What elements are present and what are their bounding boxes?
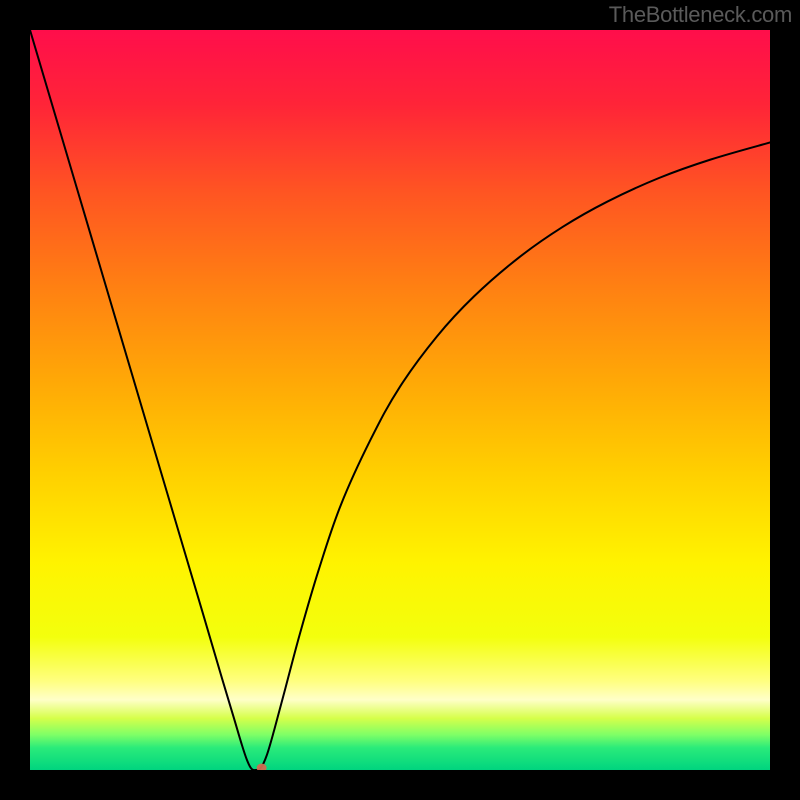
watermark-text: TheBottleneck.com <box>609 2 792 28</box>
chart-background <box>30 30 770 770</box>
chart-container: TheBottleneck.com <box>0 0 800 800</box>
plot-area <box>30 30 770 770</box>
chart-svg <box>30 30 770 770</box>
